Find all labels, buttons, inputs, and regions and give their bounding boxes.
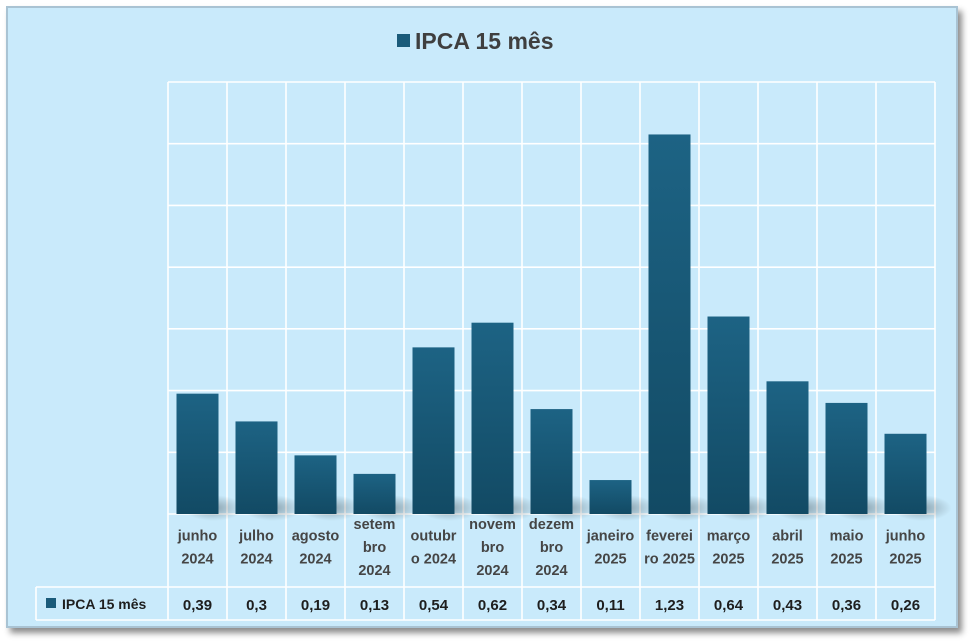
- bar: [648, 134, 691, 514]
- category-label: feverei: [646, 529, 693, 545]
- bar: [412, 347, 455, 514]
- category-label: 2025: [594, 552, 626, 568]
- category-label: julho: [238, 529, 274, 545]
- category-label: maio: [830, 529, 864, 545]
- data-table-value: 0,34: [537, 597, 567, 614]
- data-table-legend-swatch: [46, 598, 56, 608]
- category-label: junho: [885, 529, 926, 545]
- category-label: setem: [354, 517, 396, 533]
- plot-grid: [35, 81, 936, 621]
- data-table-value: 0,62: [478, 597, 507, 614]
- bar: [471, 322, 514, 514]
- data-table-value: 0,3: [246, 597, 267, 614]
- data-table-value: 0,11: [596, 597, 624, 614]
- bar: [766, 381, 809, 514]
- bars: [176, 134, 927, 514]
- data-table-value: 0,64: [714, 597, 744, 614]
- category-label: 2024: [535, 563, 567, 579]
- ipca-chart: IPCA 15 mês junho 2024 julho 2024 agosto 2024…: [35, 28, 952, 621]
- bar: [707, 316, 750, 514]
- bar: [294, 455, 337, 514]
- category-labels: junho 2024 julho 2024 agosto 2024 setem bro 2024…: [177, 517, 926, 579]
- category-label: março: [707, 529, 751, 545]
- category-label: 2025: [712, 552, 744, 568]
- data-table-value: 1,23: [655, 597, 684, 614]
- category-label: 2025: [889, 552, 921, 568]
- legend-swatch: [397, 34, 410, 47]
- bar: [589, 480, 632, 514]
- category-label: o 2024: [411, 552, 456, 568]
- category-label: novem: [469, 517, 516, 533]
- data-table: IPCA 15 mês 0,39 0,3 0,19 0,13 0,54 0,62 0,34 0…: [46, 596, 920, 614]
- category-label: 2024: [240, 552, 272, 568]
- category-label: bro: [363, 540, 387, 556]
- data-table-value: 0,54: [419, 597, 449, 614]
- data-table-value: 0,36: [832, 597, 861, 614]
- category-label: junho: [177, 529, 218, 545]
- data-table-value: 0,26: [891, 597, 920, 614]
- category-label: outubr: [411, 529, 457, 545]
- bar: [235, 421, 278, 514]
- chart-frame: IPCA 15 mês junho 2024 julho 2024 agosto 2024…: [6, 6, 958, 628]
- category-label: 2024: [299, 552, 331, 568]
- category-label: 2024: [181, 552, 213, 568]
- data-table-value: 0,39: [183, 597, 212, 614]
- category-label: 2025: [830, 552, 862, 568]
- bar: [530, 409, 573, 514]
- category-label: bro: [481, 540, 505, 556]
- bar: [353, 473, 396, 514]
- category-label: ro 2025: [644, 552, 695, 568]
- data-table-series-label: IPCA 15 mês: [62, 596, 147, 612]
- bar: [825, 402, 868, 514]
- category-label: 2025: [771, 552, 803, 568]
- category-label: 2024: [476, 563, 508, 579]
- data-table-value: 0,43: [773, 597, 802, 614]
- legend-label: IPCA 15 mês: [415, 28, 554, 54]
- category-label: bro: [540, 540, 564, 556]
- data-table-value: 0,19: [301, 597, 330, 614]
- category-label: 2024: [358, 563, 390, 579]
- category-label: agosto: [292, 529, 340, 545]
- bar: [176, 393, 219, 514]
- bar: [884, 433, 927, 514]
- category-label: janeiro: [586, 529, 635, 545]
- category-label: dezem: [529, 517, 574, 533]
- data-table-value: 0,13: [360, 597, 389, 614]
- category-label: abril: [772, 529, 803, 545]
- chart-legend: IPCA 15 mês: [397, 28, 554, 54]
